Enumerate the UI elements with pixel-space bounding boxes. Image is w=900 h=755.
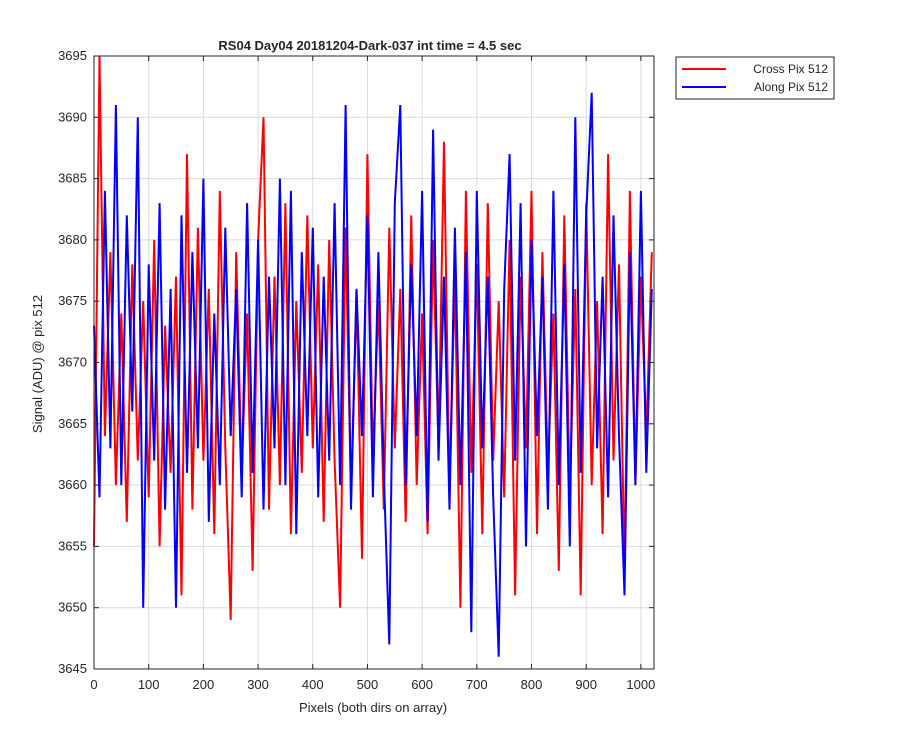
x-tick-label: 100 bbox=[138, 677, 160, 692]
axis-ticks: 0 100 200 300 400 500 600 700 800 900 1000 3645 3650… bbox=[58, 48, 655, 692]
legend-label-along: Along Pix 512 bbox=[754, 80, 828, 94]
x-axis-label: Pixels (both dirs on array) bbox=[299, 700, 447, 715]
y-axis-label: Signal (ADU) @ pix 512 bbox=[30, 295, 45, 433]
x-tick-label: 200 bbox=[193, 677, 215, 692]
y-tick-label: 3695 bbox=[58, 48, 87, 63]
plot-area bbox=[93, 55, 653, 657]
x-tick-label: 900 bbox=[575, 677, 597, 692]
x-tick-label: 800 bbox=[521, 677, 543, 692]
x-tick-label: 300 bbox=[247, 677, 269, 692]
x-tick-label: 500 bbox=[357, 677, 379, 692]
x-tick-label: 600 bbox=[411, 677, 433, 692]
x-tick-label: 400 bbox=[302, 677, 324, 692]
y-tick-label: 3680 bbox=[58, 232, 87, 247]
y-tick-label: 3650 bbox=[58, 600, 87, 615]
y-tick-label: 3645 bbox=[58, 661, 87, 676]
legend: Cross Pix 512 Along Pix 512 bbox=[675, 56, 835, 100]
y-tick-label: 3660 bbox=[58, 477, 87, 492]
series-line-along bbox=[93, 92, 653, 657]
y-tick-label: 3685 bbox=[58, 171, 87, 186]
y-tick-label: 3665 bbox=[58, 416, 87, 431]
y-tick-label: 3655 bbox=[58, 538, 87, 553]
x-tick-label: 700 bbox=[466, 677, 488, 692]
legend-label-cross: Cross Pix 512 bbox=[753, 62, 828, 76]
y-tick-label: 3670 bbox=[58, 355, 87, 370]
legend-box bbox=[675, 56, 835, 100]
chart-title: RS04 Day04 20181204-Dark-037 int time = … bbox=[218, 38, 521, 53]
y-tick-label: 3690 bbox=[58, 109, 87, 124]
y-tick-label: 3675 bbox=[58, 293, 87, 308]
x-tick-label: 1000 bbox=[626, 677, 655, 692]
x-tick-label: 0 bbox=[90, 677, 97, 692]
